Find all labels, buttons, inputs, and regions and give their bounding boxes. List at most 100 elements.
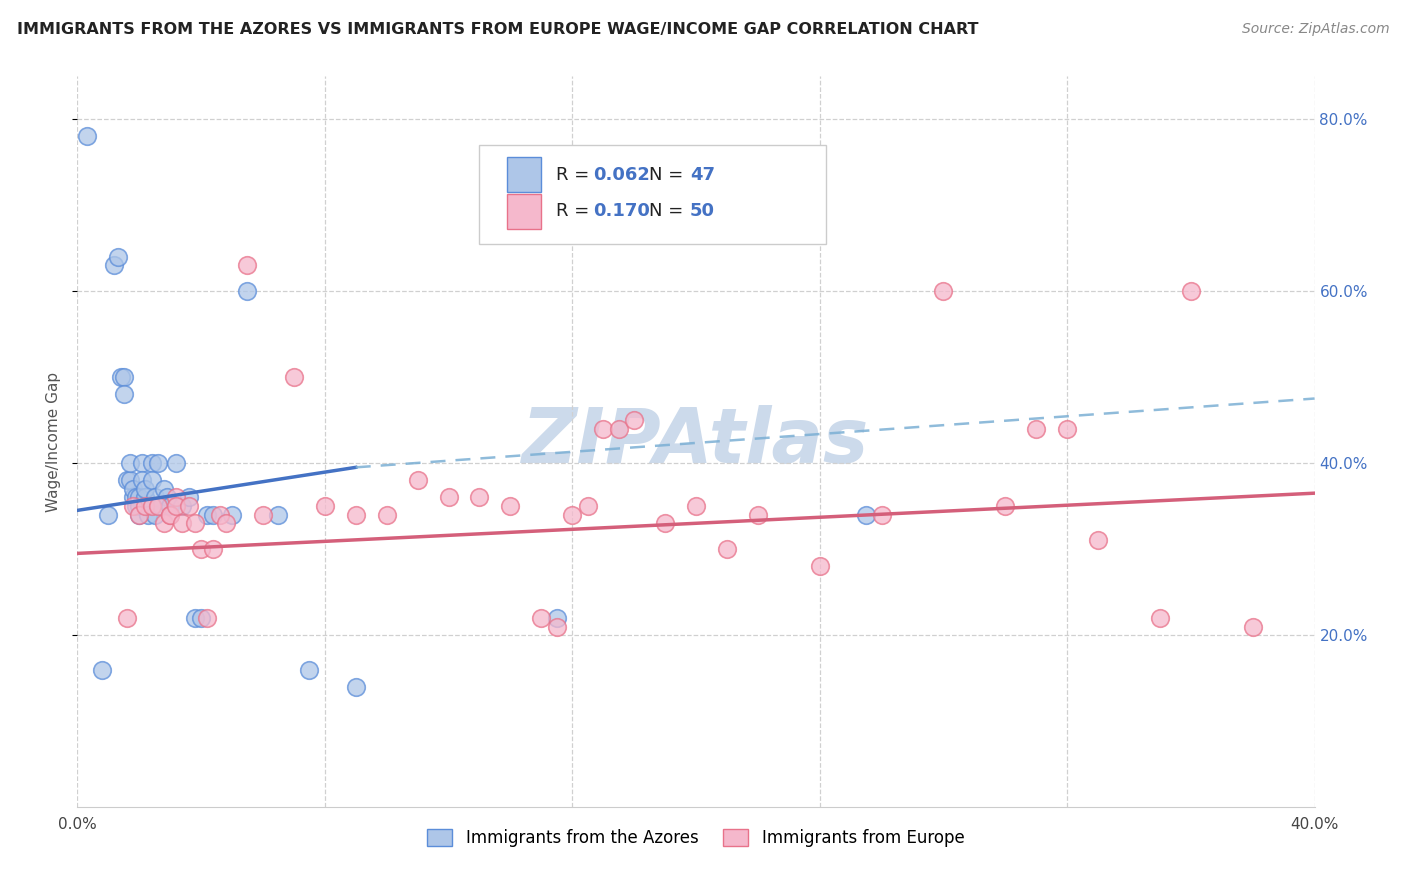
Point: [215, 516, 238, 531]
Point: [131, 456, 153, 470]
Point: [202, 508, 225, 522]
Point: [406, 473, 429, 487]
Text: N =: N =: [650, 166, 689, 184]
Point: [128, 491, 150, 505]
Point: [149, 499, 172, 513]
Point: [125, 499, 148, 513]
Point: [122, 499, 145, 513]
Text: 47: 47: [690, 166, 714, 184]
Point: [252, 508, 274, 522]
Point: [91, 663, 114, 677]
Text: ZIPAtlas: ZIPAtlas: [522, 405, 870, 478]
Point: [576, 499, 599, 513]
Point: [314, 499, 336, 513]
Point: [134, 499, 156, 513]
Point: [932, 284, 955, 298]
Point: [344, 508, 367, 522]
Point: [128, 499, 150, 513]
Point: [112, 387, 135, 401]
Point: [685, 499, 707, 513]
Point: [592, 422, 614, 436]
Point: [107, 250, 129, 264]
Point: [177, 491, 200, 505]
Point: [546, 611, 568, 625]
Bar: [506, 157, 541, 192]
Point: [115, 611, 138, 625]
Text: Source: ZipAtlas.com: Source: ZipAtlas.com: [1241, 22, 1389, 37]
Point: [221, 508, 243, 522]
Text: N =: N =: [650, 202, 689, 220]
Point: [375, 508, 398, 522]
Point: [546, 619, 568, 633]
Point: [1180, 284, 1202, 298]
Point: [131, 473, 153, 487]
Point: [141, 499, 163, 513]
Point: [134, 491, 156, 505]
Point: [118, 456, 141, 470]
Point: [112, 370, 135, 384]
Text: 0.062: 0.062: [593, 166, 650, 184]
Point: [561, 508, 583, 522]
Point: [122, 491, 145, 505]
Point: [184, 516, 207, 531]
Point: [97, 508, 120, 522]
Text: 0.170: 0.170: [593, 202, 650, 220]
Point: [172, 516, 194, 531]
Point: [159, 508, 181, 522]
Point: [208, 508, 231, 522]
Point: [103, 258, 125, 272]
Text: IMMIGRANTS FROM THE AZORES VS IMMIGRANTS FROM EUROPE WAGE/INCOME GAP CORRELATION: IMMIGRANTS FROM THE AZORES VS IMMIGRANTS…: [17, 22, 979, 37]
Point: [654, 516, 676, 531]
Point: [855, 508, 877, 522]
Point: [125, 491, 148, 505]
Point: [153, 482, 176, 496]
FancyBboxPatch shape: [479, 145, 825, 244]
Y-axis label: Wage/Income Gap: Wage/Income Gap: [46, 371, 62, 512]
Point: [236, 284, 259, 298]
Point: [156, 491, 179, 505]
Point: [190, 542, 212, 557]
Point: [138, 508, 160, 522]
Point: [172, 499, 194, 513]
Point: [128, 508, 150, 522]
Point: [298, 663, 321, 677]
Point: [138, 499, 160, 513]
Point: [184, 611, 207, 625]
Point: [128, 508, 150, 522]
Point: [1025, 422, 1047, 436]
Point: [994, 499, 1017, 513]
Point: [1056, 422, 1078, 436]
Point: [190, 611, 212, 625]
Point: [344, 680, 367, 694]
Point: [143, 491, 166, 505]
Point: [165, 491, 187, 505]
Point: [122, 482, 145, 496]
Legend: Immigrants from the Azores, Immigrants from Europe: Immigrants from the Azores, Immigrants f…: [420, 822, 972, 854]
Point: [76, 129, 98, 144]
Point: [283, 370, 305, 384]
Point: [607, 422, 630, 436]
Text: R =: R =: [557, 202, 595, 220]
Text: 50: 50: [690, 202, 714, 220]
Point: [165, 499, 187, 513]
Point: [159, 508, 181, 522]
Point: [1241, 619, 1264, 633]
Point: [437, 491, 460, 505]
Point: [623, 413, 645, 427]
Point: [146, 456, 169, 470]
Point: [499, 499, 522, 513]
Bar: [506, 194, 541, 228]
Text: R =: R =: [557, 166, 595, 184]
Point: [195, 611, 218, 625]
Point: [202, 542, 225, 557]
Point: [159, 499, 181, 513]
Point: [530, 611, 553, 625]
Point: [110, 370, 132, 384]
Point: [808, 559, 831, 574]
Point: [267, 508, 290, 522]
Point: [236, 258, 259, 272]
Point: [118, 473, 141, 487]
Point: [468, 491, 491, 505]
Point: [747, 508, 769, 522]
Point: [134, 482, 156, 496]
